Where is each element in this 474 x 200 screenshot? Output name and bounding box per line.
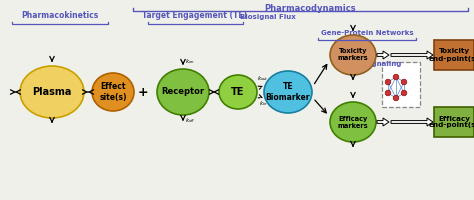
Text: TE
Biomarker: TE Biomarker — [266, 82, 310, 102]
Text: Plasma: Plasma — [32, 87, 72, 97]
Ellipse shape — [264, 71, 312, 113]
Ellipse shape — [92, 73, 134, 111]
Text: +: + — [137, 86, 148, 98]
Bar — [382, 62, 420, 107]
Text: Biosignal Flux: Biosignal Flux — [240, 14, 296, 20]
Bar — [434, 107, 474, 137]
Text: Efficacy
markers: Efficacy markers — [337, 116, 368, 129]
Text: Signaling: Signaling — [365, 61, 401, 67]
Text: Gene-Protein Networks: Gene-Protein Networks — [321, 30, 413, 36]
Ellipse shape — [20, 66, 84, 118]
Text: $k_{in}$: $k_{in}$ — [259, 100, 267, 108]
Circle shape — [393, 95, 399, 101]
Text: Efficacy
end-point(s): Efficacy end-point(s) — [428, 116, 474, 129]
Bar — [434, 40, 474, 70]
Circle shape — [401, 90, 407, 96]
Text: TE: TE — [231, 87, 245, 97]
Text: Pharmacokinetics: Pharmacokinetics — [21, 11, 99, 20]
Text: Pharmacodynamics: Pharmacodynamics — [264, 4, 356, 13]
Circle shape — [385, 79, 391, 85]
Text: Receptor: Receptor — [162, 88, 205, 97]
Text: $k_{on}$: $k_{on}$ — [185, 58, 195, 66]
Ellipse shape — [330, 35, 376, 75]
Circle shape — [385, 90, 391, 96]
FancyArrow shape — [377, 51, 389, 59]
FancyArrow shape — [391, 51, 433, 59]
Text: Toxicity
markers: Toxicity markers — [337, 48, 368, 62]
Text: Toxicity
end-point(s): Toxicity end-point(s) — [428, 48, 474, 62]
FancyArrow shape — [377, 118, 389, 126]
FancyArrow shape — [391, 118, 433, 126]
Text: $k_{out}$: $k_{out}$ — [257, 75, 269, 83]
Ellipse shape — [157, 69, 209, 115]
Ellipse shape — [219, 75, 257, 109]
Circle shape — [401, 79, 407, 85]
Ellipse shape — [330, 102, 376, 142]
Text: $k_{off}$: $k_{off}$ — [185, 117, 196, 125]
Circle shape — [393, 74, 399, 80]
Text: Target Engagement (TE): Target Engagement (TE) — [143, 11, 247, 20]
Text: Effect
site(s): Effect site(s) — [99, 82, 127, 102]
